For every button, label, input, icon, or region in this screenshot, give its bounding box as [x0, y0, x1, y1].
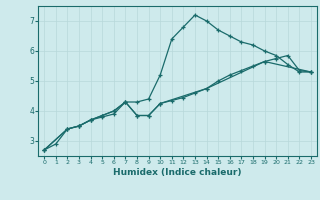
X-axis label: Humidex (Indice chaleur): Humidex (Indice chaleur): [113, 168, 242, 177]
